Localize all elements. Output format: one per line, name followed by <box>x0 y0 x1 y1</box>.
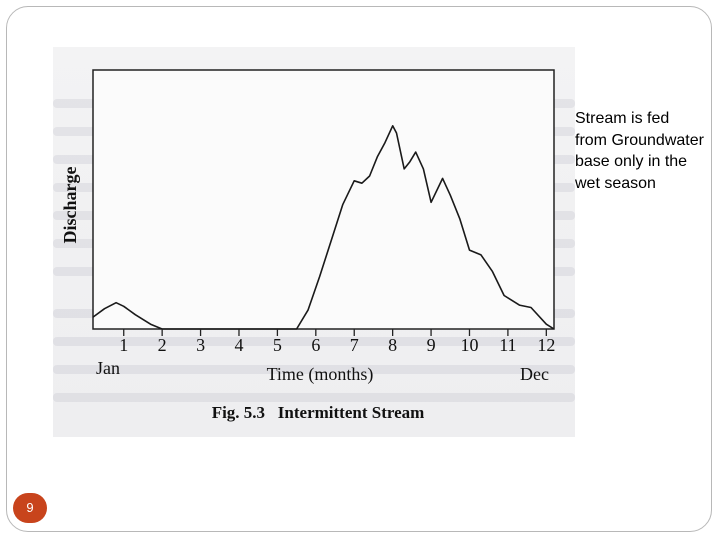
x-axis-title: Time (months) <box>267 364 374 385</box>
slide-note: Stream is fed from Groundwater base only… <box>575 110 704 192</box>
x-tick-label: 6 <box>311 335 320 355</box>
x-start-label: Jan <box>96 358 120 378</box>
bleed-through-line <box>53 393 575 402</box>
x-tick-label: 5 <box>273 335 282 355</box>
x-tick-label: 11 <box>499 335 516 355</box>
plot-frame <box>92 69 555 330</box>
x-tick-label: 2 <box>158 335 167 355</box>
x-tick-label: 3 <box>196 335 205 355</box>
bleed-through-line <box>53 365 575 374</box>
y-axis-title: Discharge <box>60 166 80 243</box>
x-axis-ticks: 1 2 3 4 5 6 7 8 9 10 11 12 <box>119 329 555 355</box>
x-tick-label: 1 <box>119 335 128 355</box>
x-tick-label: 12 <box>537 335 555 355</box>
x-tick-label: 9 <box>427 335 436 355</box>
discharge-curve <box>92 125 555 330</box>
x-tick-label: 8 <box>388 335 397 355</box>
x-tick-label: 4 <box>234 335 243 355</box>
x-end-label: Dec <box>520 364 549 384</box>
page-number-badge: 9 <box>13 493 47 523</box>
x-tick-label: 7 <box>350 335 359 355</box>
x-tick-label: 10 <box>460 335 478 355</box>
figure-caption: Fig. 5.3 Intermittent Stream <box>212 403 425 422</box>
bleed-through-line <box>53 337 575 346</box>
